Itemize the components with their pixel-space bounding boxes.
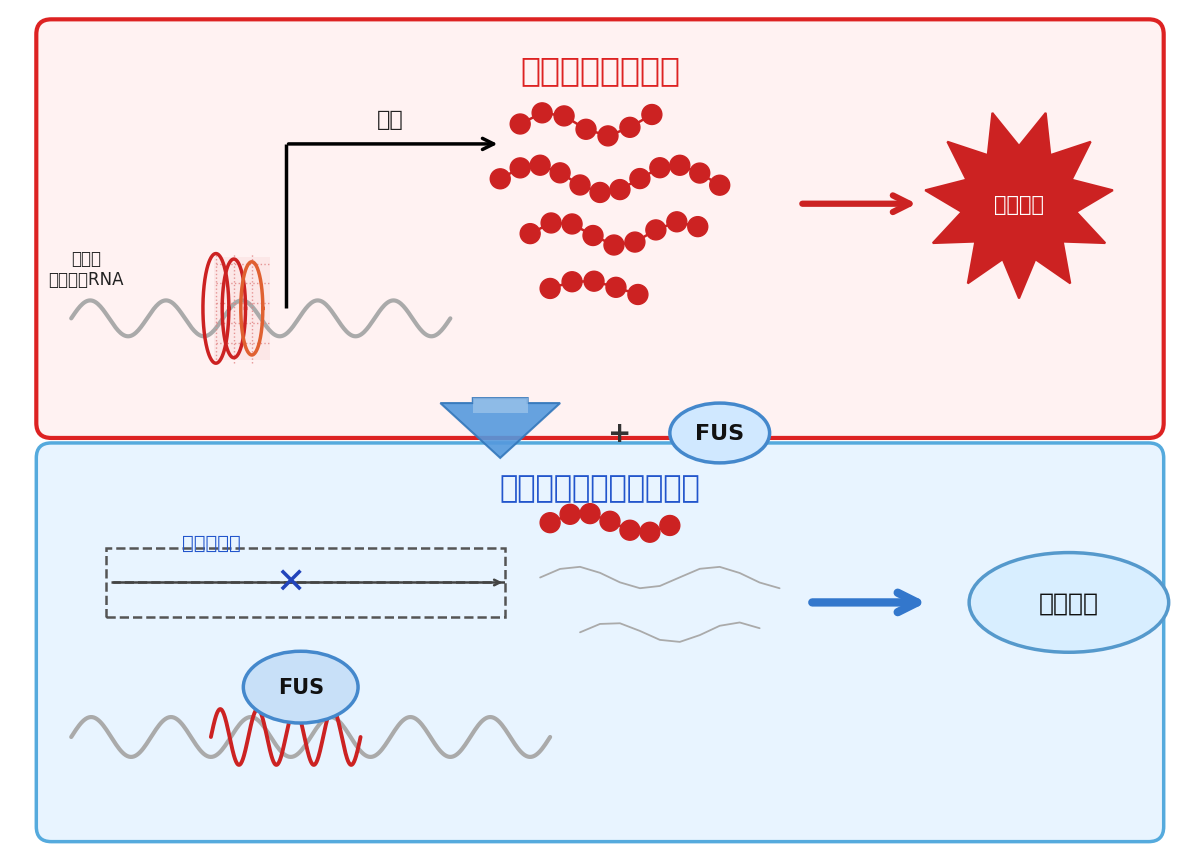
Circle shape (532, 104, 552, 124)
Circle shape (604, 235, 624, 256)
Text: 異常な
リピートRNA: 異常な リピートRNA (48, 250, 124, 288)
Circle shape (550, 164, 570, 183)
Polygon shape (440, 398, 560, 458)
Circle shape (709, 176, 730, 196)
Polygon shape (473, 398, 528, 414)
Circle shape (540, 514, 560, 533)
Circle shape (690, 164, 709, 183)
Circle shape (642, 106, 662, 125)
Text: 異常ポリペプチド: 異常ポリペプチド (520, 54, 680, 86)
Ellipse shape (244, 652, 358, 723)
Text: FUS: FUS (695, 423, 744, 444)
Circle shape (530, 156, 550, 176)
Ellipse shape (670, 403, 769, 463)
Circle shape (620, 520, 640, 541)
Circle shape (584, 272, 604, 292)
Circle shape (554, 107, 574, 127)
Circle shape (491, 170, 510, 189)
Circle shape (560, 505, 580, 525)
Circle shape (640, 523, 660, 543)
Circle shape (650, 159, 670, 178)
Circle shape (562, 215, 582, 235)
Text: FUS: FUS (277, 677, 324, 698)
Bar (214, 258, 270, 361)
Ellipse shape (970, 553, 1169, 653)
FancyBboxPatch shape (36, 20, 1164, 438)
Polygon shape (925, 113, 1112, 299)
Text: 翻訳の抜制: 翻訳の抜制 (181, 533, 240, 553)
Text: 翻訳: 翻訳 (377, 110, 404, 130)
Circle shape (646, 221, 666, 241)
Circle shape (660, 516, 680, 536)
Circle shape (541, 214, 562, 234)
Circle shape (606, 278, 626, 298)
Circle shape (600, 512, 620, 531)
Circle shape (620, 119, 640, 138)
Circle shape (590, 183, 610, 203)
FancyBboxPatch shape (36, 444, 1164, 842)
Text: 治療効溜: 治療効溜 (1039, 591, 1099, 615)
Bar (106, 548, 505, 618)
Text: +: + (608, 420, 631, 448)
Circle shape (598, 127, 618, 147)
Circle shape (688, 218, 708, 237)
Circle shape (580, 504, 600, 524)
Circle shape (576, 120, 596, 140)
Circle shape (630, 170, 650, 189)
Circle shape (562, 272, 582, 293)
Circle shape (520, 224, 540, 244)
Circle shape (670, 156, 690, 176)
Text: 神経変性: 神経変性 (994, 194, 1044, 214)
Circle shape (667, 212, 686, 233)
Text: 異常ポリペプチドの減少: 異常ポリペプチドの減少 (499, 473, 701, 502)
Circle shape (510, 159, 530, 178)
Circle shape (625, 233, 644, 252)
Circle shape (628, 285, 648, 305)
Circle shape (583, 226, 602, 247)
Circle shape (510, 115, 530, 135)
Circle shape (540, 279, 560, 299)
Circle shape (610, 181, 630, 200)
Text: ✕: ✕ (276, 566, 306, 600)
Circle shape (570, 176, 590, 195)
